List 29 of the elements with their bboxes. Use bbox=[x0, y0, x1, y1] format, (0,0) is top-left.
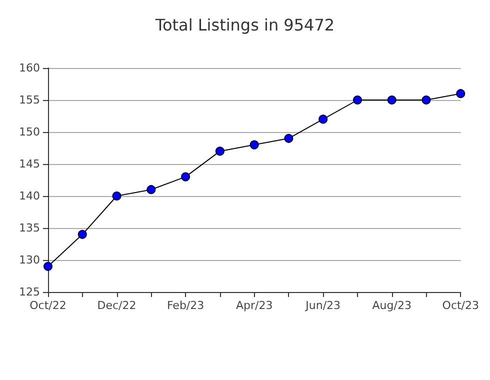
point bbox=[78, 230, 87, 239]
point bbox=[181, 172, 190, 182]
point bbox=[215, 146, 224, 156]
y-tick-label: 135 bbox=[19, 222, 40, 234]
y-tick-label: 160 bbox=[19, 62, 40, 74]
point bbox=[456, 89, 466, 98]
y-tick-label: 150 bbox=[19, 126, 40, 138]
point bbox=[146, 185, 156, 194]
point bbox=[44, 262, 52, 271]
x-tick-label: Dec/22 bbox=[97, 299, 136, 312]
x-tick-label: Oct/22 bbox=[30, 299, 66, 312]
point bbox=[284, 134, 294, 143]
chart-title: Total Listings in 95472 bbox=[154, 16, 335, 34]
point bbox=[250, 140, 259, 150]
y-tick-label: 155 bbox=[19, 94, 40, 106]
x-tick-label: Jun/23 bbox=[304, 299, 341, 312]
y-tick-label: 140 bbox=[19, 190, 40, 202]
x-tick-label: Aug/23 bbox=[372, 299, 412, 312]
point bbox=[387, 96, 396, 104]
y-tick-label: 125 bbox=[19, 286, 40, 298]
x-tick-label: Oct/23 bbox=[442, 299, 480, 312]
point bbox=[112, 192, 122, 200]
x-tick-label: Feb/23 bbox=[166, 299, 204, 312]
y-tick-label: 145 bbox=[19, 158, 40, 170]
point bbox=[422, 96, 431, 104]
point bbox=[318, 114, 328, 124]
y-tick-label: 130 bbox=[19, 254, 40, 266]
x-tick-label: Apr/23 bbox=[236, 299, 273, 312]
point bbox=[352, 96, 362, 104]
